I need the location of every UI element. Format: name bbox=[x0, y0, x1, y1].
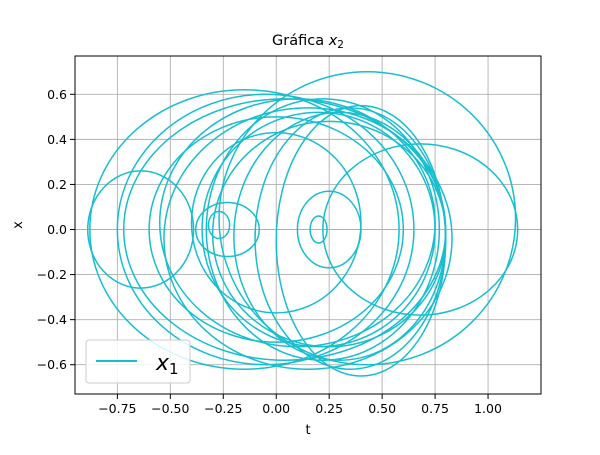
legend-box bbox=[85, 339, 191, 384]
y-tick-label: −0.2 bbox=[37, 267, 67, 282]
y-axis-label: x bbox=[11, 221, 26, 229]
series-layer bbox=[86, 71, 519, 377]
series-loop bbox=[148, 116, 405, 343]
x-axis: −0.75 −0.50 −0.25 0.00 0.25 0.50 0.75 1.00 bbox=[98, 394, 502, 416]
x-tick-label: 0.00 bbox=[262, 401, 290, 416]
y-axis: −0.6 −0.4 −0.2 0.0 0.2 0.4 0.6 bbox=[37, 87, 75, 372]
y-tick-label: 0.0 bbox=[47, 222, 67, 237]
series-loop bbox=[205, 98, 441, 361]
series-loop bbox=[309, 215, 328, 244]
series-loop bbox=[207, 210, 231, 240]
series-loop bbox=[116, 93, 415, 366]
x-tick-label: 0.25 bbox=[315, 401, 343, 416]
chart-title: Gráfica x2 bbox=[272, 33, 344, 51]
x-tick-label: 0.50 bbox=[368, 401, 396, 416]
series-loop bbox=[296, 190, 362, 269]
axes-frame bbox=[74, 55, 542, 395]
y-tick-label: −0.6 bbox=[37, 357, 67, 372]
y-tick-label: −0.4 bbox=[37, 312, 67, 327]
legend: x1 bbox=[85, 339, 191, 384]
x-tick-label: −0.25 bbox=[204, 401, 242, 416]
x-tick-label: 1.00 bbox=[474, 401, 502, 416]
x-axis-label: t bbox=[305, 423, 310, 438]
y-tick-label: 0.4 bbox=[47, 132, 67, 147]
x-tick-label: −0.75 bbox=[98, 401, 136, 416]
x-tick-label: −0.50 bbox=[151, 401, 189, 416]
series-loop bbox=[194, 201, 261, 258]
x-tick-label: 0.75 bbox=[421, 401, 449, 416]
series-loop bbox=[163, 107, 453, 370]
y-tick-label: 0.2 bbox=[47, 177, 67, 192]
legend-entry-label: x1 bbox=[155, 351, 179, 378]
series-loop bbox=[86, 170, 195, 289]
y-tick-label: 0.6 bbox=[47, 87, 67, 102]
series-loop bbox=[218, 71, 517, 366]
series-loop bbox=[322, 143, 519, 316]
series-loop bbox=[89, 89, 400, 370]
